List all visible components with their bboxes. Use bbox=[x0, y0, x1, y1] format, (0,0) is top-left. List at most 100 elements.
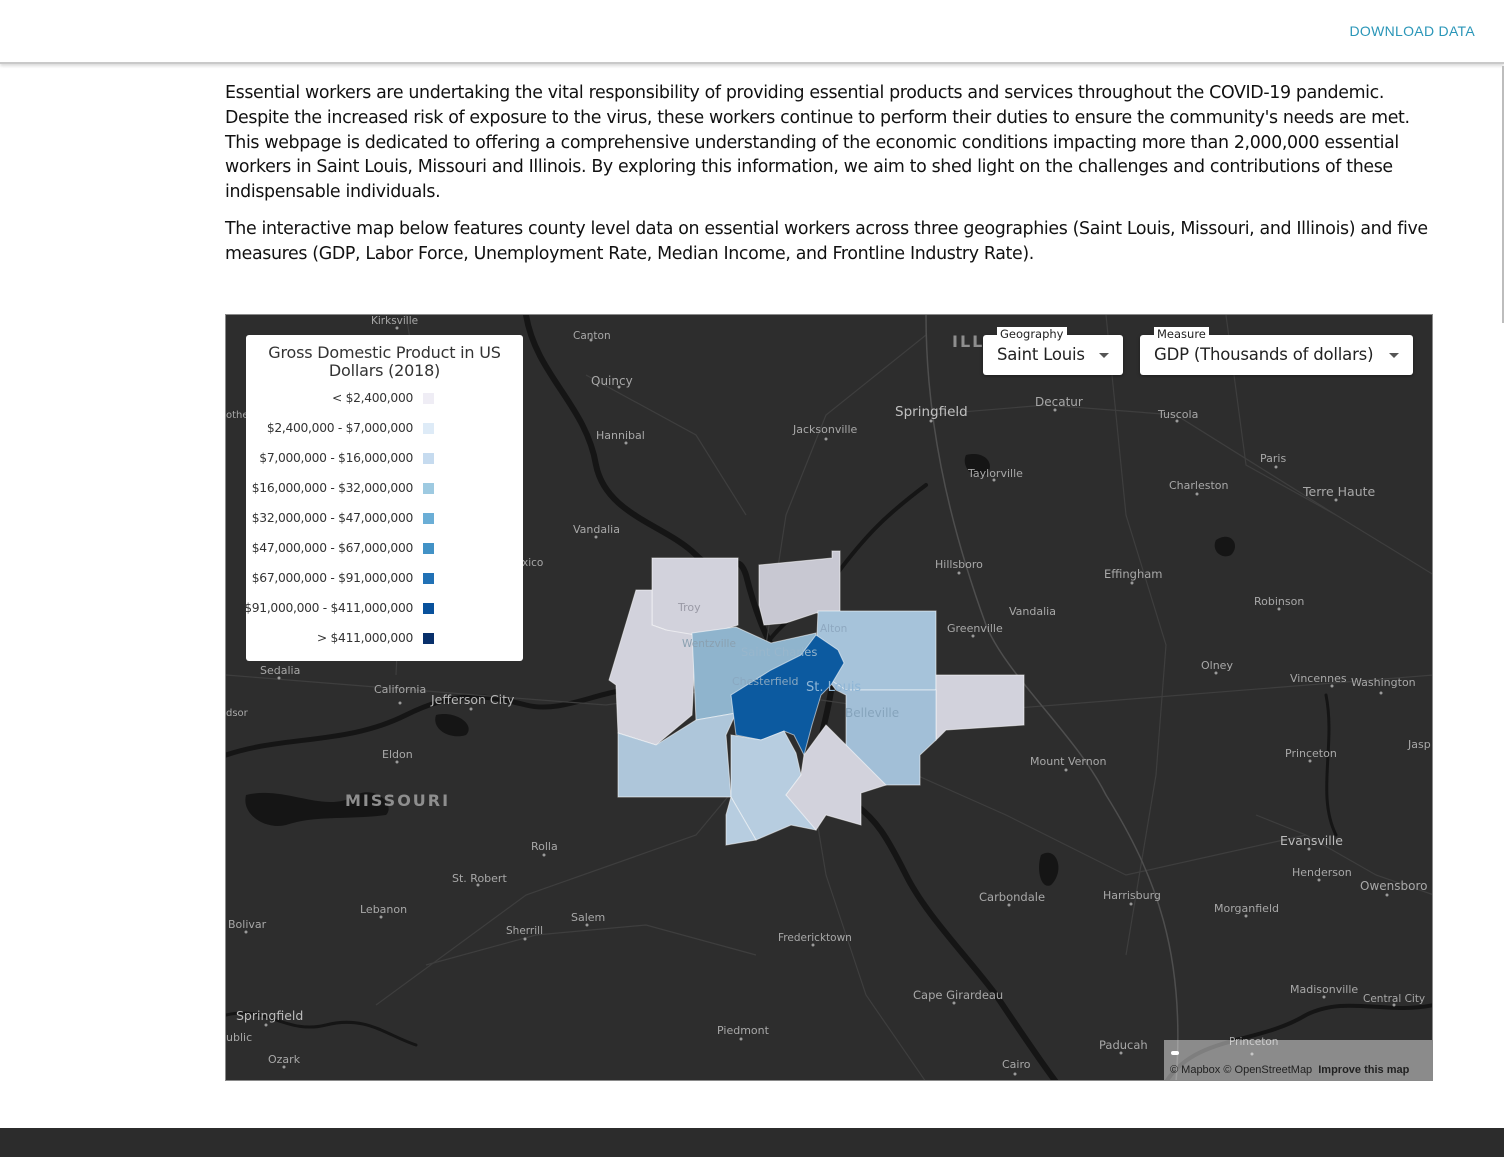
state-border bbox=[925, 315, 1179, 1080]
label-robinson: Robinson bbox=[1254, 595, 1304, 608]
county-washington[interactable] bbox=[725, 795, 757, 846]
label-decatur: Decatur bbox=[1035, 395, 1083, 409]
label-springfield-mo: Springfield bbox=[236, 1008, 303, 1023]
attribution-text: © Mapbox © OpenStreetMap Improve this ma… bbox=[1170, 1064, 1409, 1076]
label-vandalia-il: Vandalia bbox=[1009, 605, 1056, 618]
label-rolla: Rolla bbox=[531, 840, 558, 853]
legend-swatch bbox=[423, 423, 434, 434]
label-kirksville: Kirksville bbox=[371, 315, 418, 327]
label-salem: Salem bbox=[571, 911, 605, 924]
legend-item-label: $7,000,000 - $16,000,000 bbox=[259, 451, 413, 465]
footer bbox=[0, 1128, 1504, 1157]
label-bolivar: Bolivar bbox=[228, 918, 267, 931]
mapbox-attribution-link[interactable]: © Mapbox bbox=[1170, 1064, 1221, 1076]
label-madisonville: Madisonville bbox=[1290, 983, 1358, 996]
label-paris: Paris bbox=[1260, 452, 1286, 465]
label-effingham: Effingham bbox=[1104, 567, 1163, 581]
legend-item: $91,000,000 - $411,000,000 bbox=[244, 598, 523, 618]
legend-swatch bbox=[423, 633, 434, 644]
label-belleville: Belleville bbox=[845, 706, 899, 720]
legend-item: $47,000,000 - $67,000,000 bbox=[246, 538, 523, 558]
label-sedalia: Sedalia bbox=[260, 664, 300, 677]
label-lebanon: Lebanon bbox=[360, 903, 407, 916]
legend-item-label: $91,000,000 - $411,000,000 bbox=[244, 601, 413, 615]
legend-item-label: $16,000,000 - $32,000,000 bbox=[251, 481, 414, 495]
label-washington: Washington bbox=[1351, 676, 1416, 689]
label-owensboro: Owensboro bbox=[1360, 879, 1427, 893]
label-morganfield: Morganfield bbox=[1214, 902, 1279, 915]
measure-select-value: GDP (Thousands of dollars) bbox=[1154, 345, 1374, 364]
label-henderson: Henderson bbox=[1292, 866, 1352, 879]
state-label-illinois: ILL bbox=[952, 332, 984, 351]
label-mount-vernon: Mount Vernon bbox=[1030, 755, 1106, 768]
label-saint-charles: Saint Charles bbox=[741, 645, 817, 659]
legend-item: < $2,400,000 bbox=[246, 388, 523, 408]
county-warren[interactable] bbox=[608, 589, 697, 746]
county-franklin[interactable] bbox=[617, 712, 737, 798]
label-cape-girardeau: Cape Girardeau bbox=[913, 988, 1003, 1002]
label-princeton-ky: Princeton bbox=[1229, 1036, 1278, 1048]
label-tuscola: Tuscola bbox=[1157, 408, 1198, 421]
intro-paragraph-1: Essential workers are undertaking the vi… bbox=[225, 83, 1410, 203]
legend-item-label: $32,000,000 - $47,000,000 bbox=[251, 511, 414, 525]
county-choropleth[interactable] bbox=[608, 550, 1025, 846]
label-taylorville: Taylorville bbox=[967, 467, 1023, 480]
label-charleston: Charleston bbox=[1169, 479, 1229, 492]
legend-item: $16,000,000 - $32,000,000 bbox=[246, 478, 523, 498]
improve-map-link[interactable]: Improve this map bbox=[1318, 1064, 1410, 1076]
chevron-down-icon bbox=[1099, 353, 1109, 358]
label-cairo: Cairo bbox=[1002, 1058, 1031, 1071]
map-legend: Gross Domestic Product in US Dollars (20… bbox=[244, 335, 523, 661]
label-princeton: Princeton bbox=[1285, 747, 1337, 760]
label-troy: Troy bbox=[677, 601, 701, 614]
attribution-toggle-icon[interactable] bbox=[1171, 1051, 1179, 1055]
download-data-link[interactable]: DOWNLOAD DATA bbox=[1349, 23, 1475, 39]
label-evansville: Evansville bbox=[1280, 833, 1343, 848]
label-carbondale: Carbondale bbox=[979, 890, 1045, 904]
legend-swatch bbox=[423, 513, 434, 524]
legend-item-label: < $2,400,000 bbox=[331, 391, 413, 405]
county-lincoln[interactable] bbox=[651, 557, 739, 641]
county-monroe[interactable] bbox=[785, 724, 887, 831]
label-othe: othe bbox=[226, 410, 249, 421]
geography-select[interactable]: Geography Saint Louis bbox=[983, 327, 1123, 375]
legend-item-label: $67,000,000 - $91,000,000 bbox=[251, 571, 414, 585]
measure-select[interactable]: Measure GDP (Thousands of dollars) bbox=[1140, 327, 1413, 375]
scrollbar[interactable] bbox=[1502, 66, 1504, 323]
label-chesterfield: Chesterfield bbox=[732, 675, 799, 688]
label-ozark: Ozark bbox=[268, 1053, 301, 1066]
interactive-map[interactable]: Kirksville Canton Quincy Hannibal Jackso… bbox=[225, 314, 1433, 1081]
legend-swatch bbox=[423, 453, 434, 464]
label-sherrill: Sherrill bbox=[506, 925, 543, 937]
county-clinton[interactable] bbox=[935, 674, 1025, 742]
label-greenville: Greenville bbox=[947, 622, 1003, 635]
label-xico: xico bbox=[522, 557, 543, 569]
legend-item: $32,000,000 - $47,000,000 bbox=[246, 508, 523, 528]
label-st-louis: St. Louis bbox=[806, 680, 861, 695]
label-harrisburg: Harrisburg bbox=[1103, 889, 1161, 902]
legend-swatch bbox=[423, 483, 434, 494]
place-labels: Kirksville Canton Quincy Hannibal Jackso… bbox=[226, 315, 1431, 1071]
geography-select-value: Saint Louis bbox=[997, 345, 1085, 364]
label-olney: Olney bbox=[1201, 659, 1233, 672]
label-fredericktown: Fredericktown bbox=[778, 932, 852, 944]
label-ublic: ublic bbox=[226, 1031, 252, 1044]
label-piedmont: Piedmont bbox=[717, 1024, 770, 1037]
label-st-robert: St. Robert bbox=[452, 872, 507, 885]
map-attribution: © Mapbox © OpenStreetMap Improve this ma… bbox=[1164, 1040, 1432, 1080]
label-terre-haute: Terre Haute bbox=[1302, 484, 1376, 499]
lakes bbox=[245, 454, 1236, 886]
state-label-missouri: MISSOURI bbox=[345, 791, 450, 810]
legend-item: > $411,000,000 bbox=[246, 628, 523, 648]
place-dots bbox=[244, 326, 1396, 1076]
osm-attribution-link[interactable]: © OpenStreetMap bbox=[1223, 1064, 1313, 1076]
label-jasp: Jasp bbox=[1407, 738, 1431, 751]
legend-item: $7,000,000 - $16,000,000 bbox=[246, 448, 523, 468]
legend-swatch bbox=[423, 393, 434, 404]
legend-item-label: $2,400,000 - $7,000,000 bbox=[266, 421, 413, 435]
intro-paragraph-2: The interactive map below features count… bbox=[225, 218, 1428, 264]
label-canton: Canton bbox=[573, 330, 611, 342]
label-quincy: Quincy bbox=[591, 374, 633, 388]
label-vandalia-mo: Vandalia bbox=[573, 523, 620, 536]
geography-select-label: Geography bbox=[997, 327, 1067, 341]
